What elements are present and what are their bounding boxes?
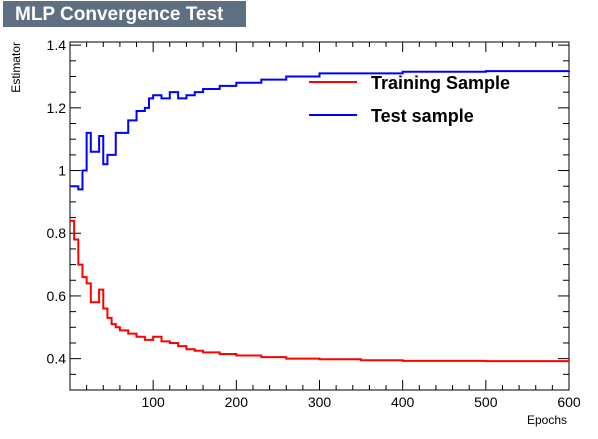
axes-layer: 100 200 300 400 500 600 0.4 0.6 0.8 1 1.2 1.4 bbox=[47, 37, 581, 410]
legend-label: Test sample bbox=[371, 106, 474, 126]
chart-title: MLP Convergence Test bbox=[3, 0, 246, 27]
y-tick-label: 1.4 bbox=[47, 37, 67, 53]
y-tick-label: 0.8 bbox=[47, 225, 67, 241]
y-tick-label: 0.4 bbox=[47, 351, 67, 367]
y-tick-label: 1 bbox=[58, 163, 66, 179]
x-tick-label: 200 bbox=[225, 394, 249, 410]
x-tick-label: 100 bbox=[141, 394, 165, 410]
x-tick-label: 300 bbox=[308, 394, 332, 410]
legend-label: Training Sample bbox=[371, 73, 510, 93]
x-tick-label: 600 bbox=[557, 394, 581, 410]
y-axis-title: Estimator bbox=[9, 42, 23, 93]
x-axis-title: Epochs bbox=[527, 413, 567, 427]
series-layer bbox=[70, 70, 570, 363]
x-tick-label: 500 bbox=[474, 394, 498, 410]
y-tick-label: 1.2 bbox=[47, 100, 67, 116]
y-tick-label: 0.6 bbox=[47, 288, 67, 304]
series-line-test-sample bbox=[70, 70, 570, 191]
series-line-training-sample bbox=[70, 219, 569, 363]
legend: Training Sample Test sample bbox=[309, 73, 510, 126]
x-tick-label: 400 bbox=[391, 394, 415, 410]
